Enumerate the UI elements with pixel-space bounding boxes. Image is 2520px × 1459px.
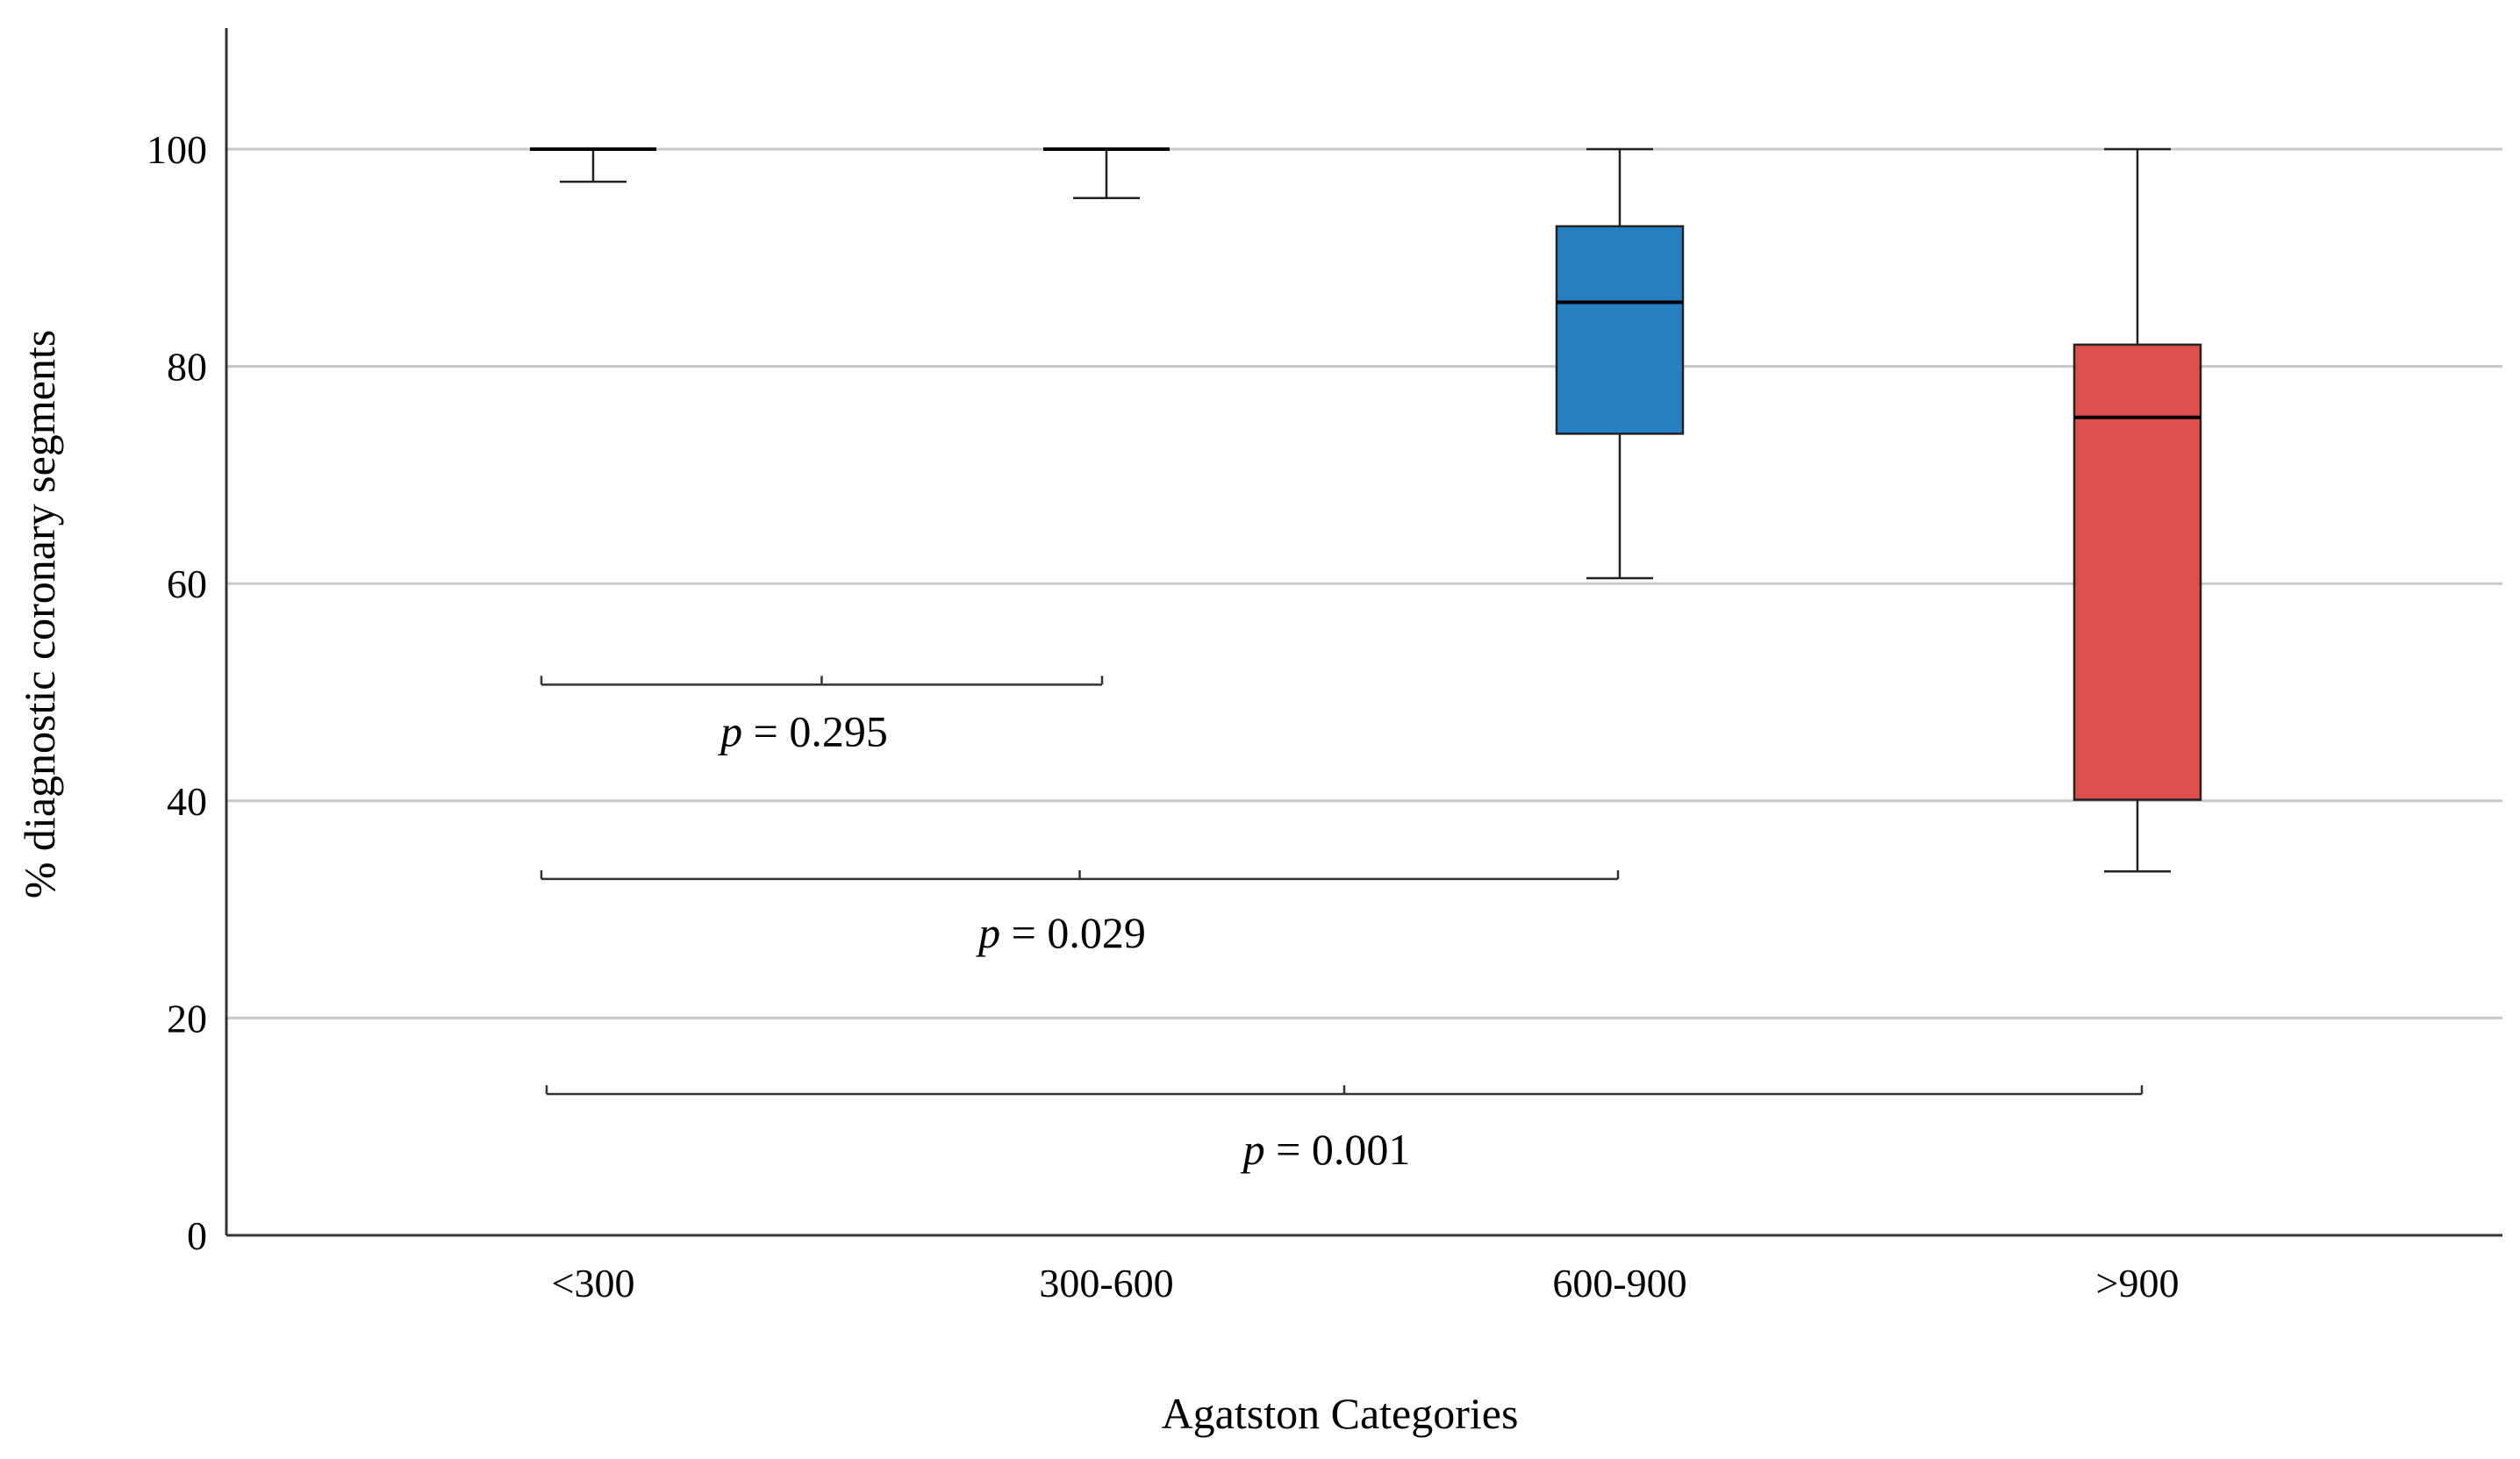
- p-value-text: = 0.295: [742, 706, 888, 755]
- p-value-label: p = 0.001: [1241, 1125, 1411, 1174]
- p-symbol: p: [976, 908, 1000, 957]
- y-axis-title: % diagnostic coronary segments: [15, 330, 64, 898]
- axes: [225, 28, 2502, 1237]
- box-1: [1043, 147, 1170, 199]
- x-tick-label: <300: [552, 1261, 635, 1305]
- box-3: [2073, 147, 2202, 873]
- x-tick-labels: <300 300-600 600-900 >900: [552, 1261, 2180, 1305]
- box-0: [530, 147, 656, 183]
- comparison-1: p = 0.029: [540, 869, 1620, 957]
- p-value-label: p = 0.295: [718, 706, 888, 755]
- x-tick-label: 300-600: [1039, 1261, 1173, 1305]
- box-body: [1555, 225, 1685, 435]
- x-tick-label: >900: [2096, 1261, 2180, 1305]
- x-axis-title: Agatston Categories: [1162, 1389, 1519, 1438]
- y-tick-label: 100: [147, 127, 207, 172]
- y-tick-labels: 0 20 40 60 80 100: [147, 127, 207, 1258]
- p-value-text: = 0.029: [1000, 908, 1146, 957]
- box-2: [1555, 147, 1685, 580]
- p-value-text: = 0.001: [1265, 1125, 1411, 1174]
- y-tick-label: 20: [167, 996, 207, 1041]
- y-tick-label: 0: [187, 1213, 207, 1258]
- comparison-2: p = 0.001: [545, 1085, 2144, 1174]
- p-symbol: p: [718, 706, 742, 755]
- p-symbol: p: [1241, 1125, 1265, 1174]
- comparison-0: p = 0.295: [540, 676, 1104, 755]
- y-tick-label: 60: [167, 561, 207, 606]
- box-body: [2073, 343, 2202, 801]
- boxes: [530, 147, 2202, 873]
- y-tick-label: 40: [167, 779, 207, 824]
- y-tick-label: 80: [167, 345, 207, 390]
- p-value-label: p = 0.029: [976, 908, 1146, 957]
- x-tick-label: 600-900: [1552, 1261, 1686, 1305]
